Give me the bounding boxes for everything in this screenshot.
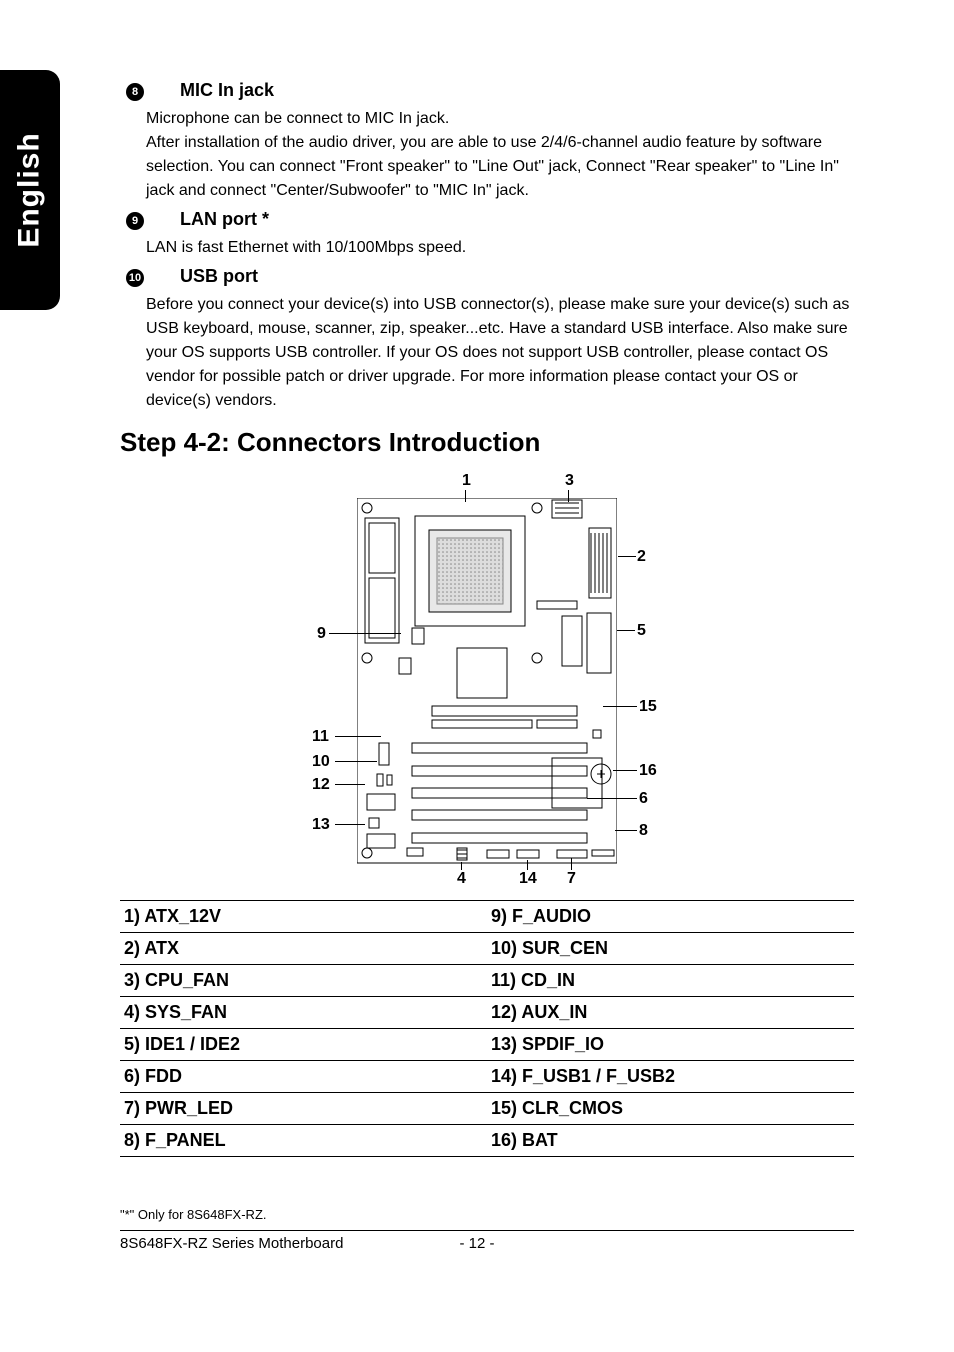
label-15: 15 <box>639 698 657 716</box>
conn-l-4: 4) SYS_FAN <box>120 997 487 1029</box>
conn-r-7: 15) CLR_CMOS <box>487 1093 854 1125</box>
conn-r-3: 11) CD_IN <box>487 965 854 997</box>
label-2: 2 <box>637 548 646 566</box>
footnote: "*" Only for 8S648FX-RZ. <box>120 1207 854 1222</box>
conn-r-4: 12) AUX_IN <box>487 997 854 1029</box>
section-title: Step 4-2: Connectors Introduction <box>120 427 854 458</box>
conn-r-6: 14) F_USB1 / F_USB2 <box>487 1061 854 1093</box>
label-7: 7 <box>567 870 576 888</box>
board-svg <box>357 498 617 868</box>
language-tab-label: English <box>13 132 47 247</box>
bullet-lan: 9 <box>120 209 180 232</box>
label-11: 11 <box>312 728 329 746</box>
label-16: 16 <box>639 762 657 780</box>
conn-l-7: 7) PWR_LED <box>120 1093 487 1125</box>
conn-r-2: 10) SUR_CEN <box>487 933 854 965</box>
conn-l-2: 2) ATX <box>120 933 487 965</box>
label-4: 4 <box>457 870 466 888</box>
conn-r-1: 9) F_AUDIO <box>487 901 854 933</box>
motherboard-diagram: 1 3 2 5 9 15 11 10 12 16 6 13 8 4 14 7 <box>120 470 854 890</box>
conn-l-6: 6) FDD <box>120 1061 487 1093</box>
label-6: 6 <box>639 790 648 808</box>
conn-l-8: 8) F_PANEL <box>120 1125 487 1157</box>
conn-r-5: 13) SPDIF_IO <box>487 1029 854 1061</box>
usb-desc: Before you connect your device(s) into U… <box>120 293 854 413</box>
item-usb: 10 USB port <box>120 266 854 289</box>
page-content: 8 MIC In jack Microphone can be connect … <box>120 80 854 1252</box>
label-13: 13 <box>312 816 330 834</box>
page-footer: 8S648FX-RZ Series Motherboard - 12 - <box>120 1230 854 1252</box>
lan-desc: LAN is fast Ethernet with 10/100Mbps spe… <box>120 236 854 260</box>
lan-title: LAN port * <box>180 209 854 230</box>
label-9: 9 <box>317 625 326 643</box>
bullet-usb: 10 <box>120 266 180 289</box>
label-5: 5 <box>637 622 646 640</box>
label-12: 12 <box>312 776 330 794</box>
mic-title: MIC In jack <box>180 80 854 101</box>
label-14: 14 <box>519 870 537 888</box>
usb-title: USB port <box>180 266 854 287</box>
bullet-mic: 8 <box>120 80 180 103</box>
item-mic: 8 MIC In jack <box>120 80 854 103</box>
connector-table: 1) ATX_12V9) F_AUDIO 2) ATX10) SUR_CEN 3… <box>120 900 854 1157</box>
label-10: 10 <box>312 753 330 771</box>
conn-l-3: 3) CPU_FAN <box>120 965 487 997</box>
item-lan: 9 LAN port * <box>120 209 854 232</box>
label-1: 1 <box>462 472 471 490</box>
footer-left: 8S648FX-RZ Series Motherboard <box>120 1235 343 1252</box>
label-3: 3 <box>565 472 574 490</box>
mic-desc: Microphone can be connect to MIC In jack… <box>120 107 854 203</box>
conn-r-8: 16) BAT <box>487 1125 854 1157</box>
conn-l-1: 1) ATX_12V <box>120 901 487 933</box>
language-tab: English <box>0 70 60 310</box>
footer-page: - 12 - <box>459 1235 494 1252</box>
conn-l-5: 5) IDE1 / IDE2 <box>120 1029 487 1061</box>
label-8: 8 <box>639 822 648 840</box>
